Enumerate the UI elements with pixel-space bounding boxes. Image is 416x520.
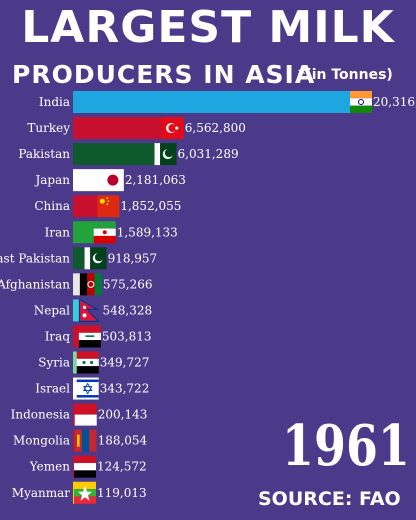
bar-india xyxy=(73,91,351,113)
value-label-pakistan: 6,031,289 xyxy=(178,147,239,161)
value-label-nepal: 548,328 xyxy=(103,303,153,317)
category-label-mongolia: Mongolia xyxy=(13,434,70,448)
year-label: 1961 xyxy=(282,413,410,479)
value-label-indonesia: 200,143 xyxy=(98,408,148,422)
unit-note: *(in Tonnes) xyxy=(298,67,393,83)
bar-turkey xyxy=(73,117,163,140)
bar-afghanistan xyxy=(73,273,81,296)
bar-indonesia xyxy=(73,403,76,426)
category-label-turkey: Turkey xyxy=(27,121,70,135)
bar-japan xyxy=(73,169,103,192)
iran-flag-icon xyxy=(93,221,116,244)
indonesia-flag-icon xyxy=(74,403,97,426)
india-flag-icon xyxy=(350,91,372,113)
value-label-turkey: 6,562,800 xyxy=(185,121,246,135)
afghanistan-flag-icon xyxy=(79,273,102,296)
category-label-nepal: Nepal xyxy=(34,303,70,317)
value-label-mongolia: 188,054 xyxy=(98,434,148,448)
value-label-israel: 343,722 xyxy=(100,382,150,396)
chart-title-line2: PRODUCERS IN ASIA xyxy=(12,60,316,89)
mongolia-flag-icon xyxy=(74,429,97,452)
value-label-india: 20,316,643 xyxy=(373,95,416,109)
china-flag-icon xyxy=(97,195,120,218)
pakistan-flag-icon xyxy=(154,143,177,166)
bar-iraq xyxy=(73,325,80,348)
category-label-iraq: Iraq xyxy=(45,329,71,343)
chart-title-line1: LARGEST MILK xyxy=(21,2,395,53)
bar-israel xyxy=(73,377,78,400)
yemen-flag-icon xyxy=(74,455,96,478)
category-label-syria: Syria xyxy=(38,356,70,370)
bar-nepal xyxy=(73,299,81,322)
bar-pakistan xyxy=(73,143,156,166)
value-label-syria: 349,727 xyxy=(100,356,150,370)
category-label-indonesia: Indonesia xyxy=(11,408,70,422)
value-label-japan: 2,181,063 xyxy=(125,173,186,187)
value-label-east-pakistan: 918,957 xyxy=(108,251,158,265)
category-label-pakistan: Pakistan xyxy=(18,147,70,161)
category-label-iran: Iran xyxy=(45,225,71,239)
japan-flag-icon xyxy=(101,169,124,192)
value-label-iraq: 503,813 xyxy=(102,329,152,343)
bar-china xyxy=(73,195,99,218)
bar-iran xyxy=(73,221,95,244)
category-label-israel: Israel xyxy=(35,382,70,396)
bar-east-pakistan xyxy=(73,247,86,270)
israel-flag-icon xyxy=(76,377,99,400)
nepal-flag-icon xyxy=(78,298,100,322)
value-label-china: 1,852,055 xyxy=(120,199,181,213)
category-label-yemen: Yemen xyxy=(29,460,70,474)
category-label-afghanistan: Afghanistan xyxy=(0,277,70,291)
bar-syria xyxy=(73,351,78,374)
category-label-japan: Japan xyxy=(33,173,70,187)
turkey-flag-icon xyxy=(161,117,184,140)
value-label-yemen: 124,572 xyxy=(97,460,147,474)
value-label-iran: 1,589,133 xyxy=(117,225,178,239)
category-label-china: China xyxy=(34,199,70,213)
category-label-myanmar: Myanmar xyxy=(12,486,70,500)
syria-flag-icon xyxy=(76,351,99,374)
value-label-afghanistan: 575,266 xyxy=(103,277,153,291)
category-label-east-pakistan: East Pakistan xyxy=(0,251,70,265)
value-label-myanmar: 119,013 xyxy=(97,486,147,500)
iraq-flag-icon xyxy=(78,325,101,348)
bar-mongolia xyxy=(73,429,76,452)
east-pakistan-flag-icon xyxy=(84,247,107,270)
myanmar-flag-icon xyxy=(74,481,96,504)
category-label-india: India xyxy=(39,95,70,109)
source-label: SOURCE: FAO xyxy=(258,488,401,510)
